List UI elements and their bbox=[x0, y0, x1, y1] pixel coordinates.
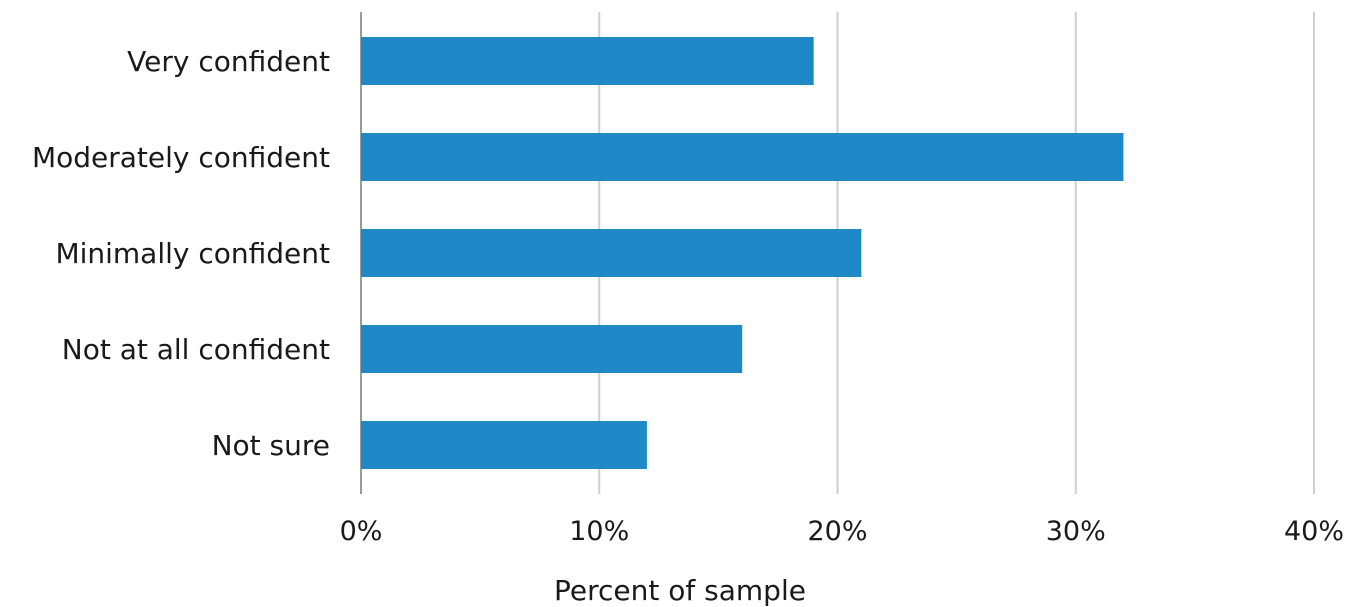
x-tick-label: 40% bbox=[1284, 516, 1344, 547]
category-labels: Very confident Moderately confident Minima… bbox=[32, 45, 330, 462]
bar bbox=[361, 37, 814, 85]
category-label: Very confident bbox=[127, 45, 330, 78]
category-label: Not at all confident bbox=[62, 333, 330, 366]
bars bbox=[361, 37, 1124, 469]
bar bbox=[361, 133, 1124, 181]
category-label: Minimally confident bbox=[55, 237, 330, 270]
bar bbox=[361, 421, 647, 469]
bar bbox=[361, 229, 862, 277]
bar bbox=[361, 325, 743, 373]
x-tick-label: 30% bbox=[1046, 516, 1106, 547]
x-tick-label: 10% bbox=[569, 516, 629, 547]
x-axis-title: Percent of sample bbox=[554, 574, 806, 607]
x-tick-label: 0% bbox=[340, 516, 383, 547]
x-tick-labels: 0% 10% 20% 30% 40% bbox=[340, 516, 1344, 547]
x-tick-label: 20% bbox=[807, 516, 867, 547]
category-label: Moderately confident bbox=[32, 141, 330, 174]
category-label: Not sure bbox=[212, 429, 330, 462]
